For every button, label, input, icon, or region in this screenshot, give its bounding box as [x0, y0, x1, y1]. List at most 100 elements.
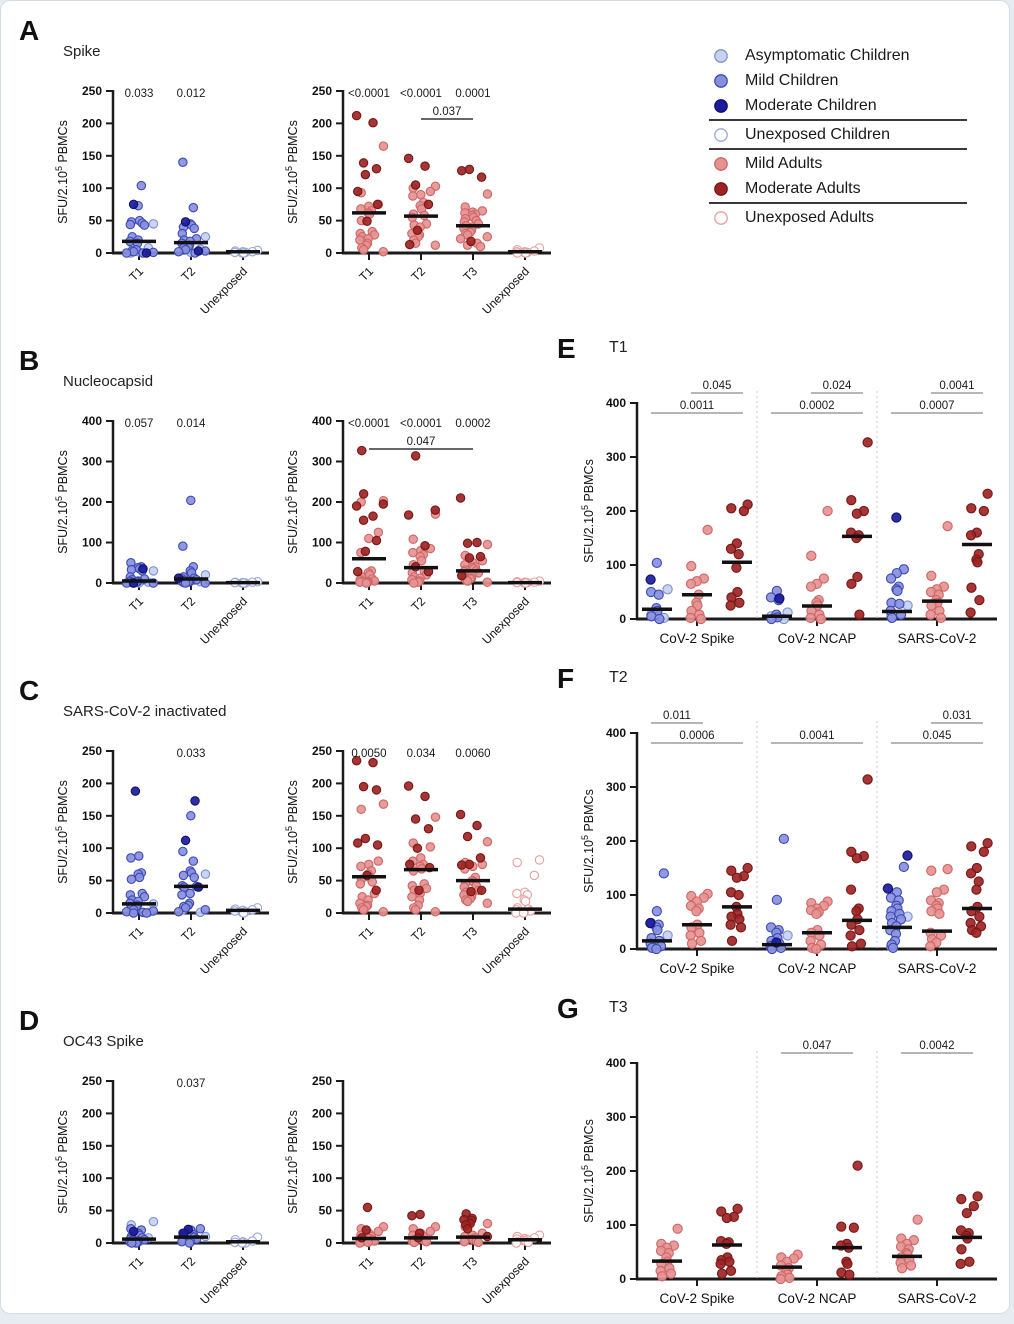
svg-text:SFU/2.105 PBMCs: SFU/2.105 PBMCs: [54, 780, 70, 884]
svg-text:CoV-2 Spike: CoV-2 Spike: [659, 631, 734, 646]
svg-text:300: 300: [606, 780, 626, 794]
chart-d-children: 0 50 100 150 200 250 SFU/2.105 PBMCs T1 T2 Unexpo…: [51, 1053, 277, 1313]
svg-text:300: 300: [606, 450, 626, 464]
svg-text:CoV-2 NCAP: CoV-2 NCAP: [778, 1291, 857, 1306]
svg-text:250: 250: [82, 744, 102, 758]
svg-text:T3: T3: [460, 594, 480, 614]
svg-text:0.0060: 0.0060: [455, 748, 490, 760]
svg-text:300: 300: [312, 455, 332, 469]
svg-text:400: 400: [312, 414, 332, 428]
legend-item: Moderate Adults: [699, 176, 1005, 201]
chart-a-adults: 0 50 100 150 200 250 SFU/2.105 PBMCs T1 T2 T3 Unex…: [281, 63, 559, 330]
svg-text:250: 250: [82, 1074, 102, 1088]
panel-a-title: Spike: [63, 43, 101, 60]
panel-e-title: T1: [609, 339, 628, 356]
chart-c-adults: 0 50 100 150 200 250 SFU/2.105 PBMCs T1 T2 T3 Unex…: [281, 723, 559, 990]
svg-text:100: 100: [312, 841, 332, 855]
panel-a: A Spike 0 50 100 150 200 250 SFU/2.105 PBMCs T1…: [19, 15, 559, 341]
panel-d-letter: D: [19, 1005, 40, 1036]
svg-text:0: 0: [619, 942, 626, 956]
svg-text:50: 50: [319, 214, 333, 228]
panel-f-letter: F: [557, 663, 575, 694]
svg-text:0: 0: [619, 612, 626, 626]
svg-text:0.057: 0.057: [125, 418, 154, 430]
legend-item: Asymptomatic Children: [699, 43, 1005, 68]
legend-item: Moderate Children: [699, 93, 1005, 118]
panel-g-title: T3: [609, 999, 628, 1016]
svg-text:Unexposed: Unexposed: [479, 1254, 532, 1307]
svg-text:0: 0: [95, 1236, 102, 1250]
svg-text:200: 200: [82, 495, 102, 509]
moderate-children-marker-icon: [714, 99, 728, 113]
panel-g: G T3 0 100 200 300 400 SFU/2.105 PBMCs CoV-2 S…: [557, 993, 1009, 1313]
svg-text:0.0007: 0.0007: [919, 400, 954, 412]
svg-text:150: 150: [312, 1139, 332, 1153]
svg-text:100: 100: [606, 558, 626, 572]
svg-text:300: 300: [82, 455, 102, 469]
svg-text:100: 100: [312, 1171, 332, 1185]
svg-text:0.037: 0.037: [177, 1078, 206, 1090]
svg-text:0: 0: [325, 906, 332, 920]
svg-text:SARS-CoV-2: SARS-CoV-2: [898, 631, 977, 646]
svg-text:<0.0001: <0.0001: [400, 88, 442, 100]
svg-text:T1: T1: [356, 264, 376, 284]
chart-c-children: 0 50 100 150 200 250 SFU/2.105 PBMCs T1 T2 Unexpo…: [51, 723, 277, 990]
legend-label: Unexposed Adults: [745, 209, 874, 226]
legend-label: Unexposed Children: [745, 126, 890, 143]
svg-text:400: 400: [82, 414, 102, 428]
svg-text:T1: T1: [356, 1254, 376, 1274]
svg-text:CoV-2 Spike: CoV-2 Spike: [659, 1291, 734, 1306]
svg-text:0: 0: [95, 906, 102, 920]
svg-text:50: 50: [89, 214, 103, 228]
svg-text:T1: T1: [126, 594, 146, 614]
svg-text:0.011: 0.011: [663, 710, 691, 722]
svg-text:0.045: 0.045: [703, 380, 732, 392]
panel-e: E T1 0 100 200 300 400 SFU/2.105 PBMCs CoV-2 S…: [557, 333, 1009, 663]
svg-text:50: 50: [319, 1204, 333, 1218]
svg-text:200: 200: [606, 1164, 626, 1178]
chart-g: 0 100 200 300 400 SFU/2.105 PBMCs CoV-2 Spike C…: [577, 1023, 1007, 1313]
svg-text:SFU/2.105 PBMCs: SFU/2.105 PBMCs: [284, 1110, 300, 1214]
svg-text:T2: T2: [178, 1254, 198, 1274]
svg-text:0.0042: 0.0042: [919, 1040, 954, 1052]
svg-text:0.033: 0.033: [125, 88, 154, 100]
svg-text:200: 200: [312, 495, 332, 509]
panel-f: F T2 0 100 200 300 400 SFU/2.105 PBMCs CoV-2 S…: [557, 663, 1009, 993]
svg-text:50: 50: [319, 874, 333, 888]
svg-text:Unexposed: Unexposed: [479, 264, 532, 317]
svg-text:200: 200: [312, 776, 332, 790]
svg-text:SFU/2.105 PBMCs: SFU/2.105 PBMCs: [580, 459, 596, 563]
svg-text:<0.0001: <0.0001: [348, 88, 390, 100]
svg-text:150: 150: [82, 809, 102, 823]
svg-text:SFU/2.105 PBMCs: SFU/2.105 PBMCs: [284, 780, 300, 884]
svg-text:SFU/2.105 PBMCs: SFU/2.105 PBMCs: [580, 789, 596, 893]
svg-text:T3: T3: [460, 924, 480, 944]
legend-label: Mild Adults: [745, 155, 823, 172]
svg-text:0.0002: 0.0002: [455, 418, 490, 430]
svg-text:200: 200: [82, 776, 102, 790]
panel-d: D OC43 Spike 0 50 100 150 200 250 SFU/2.105 PB…: [19, 1005, 559, 1313]
svg-text:400: 400: [606, 396, 626, 410]
svg-text:<0.0001: <0.0001: [348, 418, 390, 430]
svg-text:T2: T2: [178, 264, 198, 284]
unexposed-adults-marker-icon: [714, 211, 728, 225]
svg-text:SFU/2.105 PBMCs: SFU/2.105 PBMCs: [54, 450, 70, 554]
svg-text:CoV-2 NCAP: CoV-2 NCAP: [778, 961, 857, 976]
chart-e: 0 100 200 300 400 SFU/2.105 PBMCs CoV-2 Spike 0…: [577, 363, 1007, 680]
legend-label: Moderate Children: [745, 97, 877, 114]
legend-divider: [709, 148, 967, 150]
panel-b-title: Nucleocapsid: [63, 373, 154, 390]
svg-text:200: 200: [606, 504, 626, 518]
legend-divider: [709, 119, 967, 121]
svg-text:0: 0: [325, 246, 332, 260]
svg-text:50: 50: [89, 1204, 103, 1218]
svg-text:T1: T1: [356, 594, 376, 614]
asymptomatic-children-marker-icon: [714, 49, 728, 63]
panel-b: B Nucleocapsid 0 100 200 300 400 SFU/2.105 PB…: [19, 345, 559, 671]
svg-text:50: 50: [89, 874, 103, 888]
svg-text:CoV-2 NCAP: CoV-2 NCAP: [778, 631, 857, 646]
svg-text:200: 200: [82, 1106, 102, 1120]
svg-text:150: 150: [82, 1139, 102, 1153]
svg-text:200: 200: [606, 834, 626, 848]
